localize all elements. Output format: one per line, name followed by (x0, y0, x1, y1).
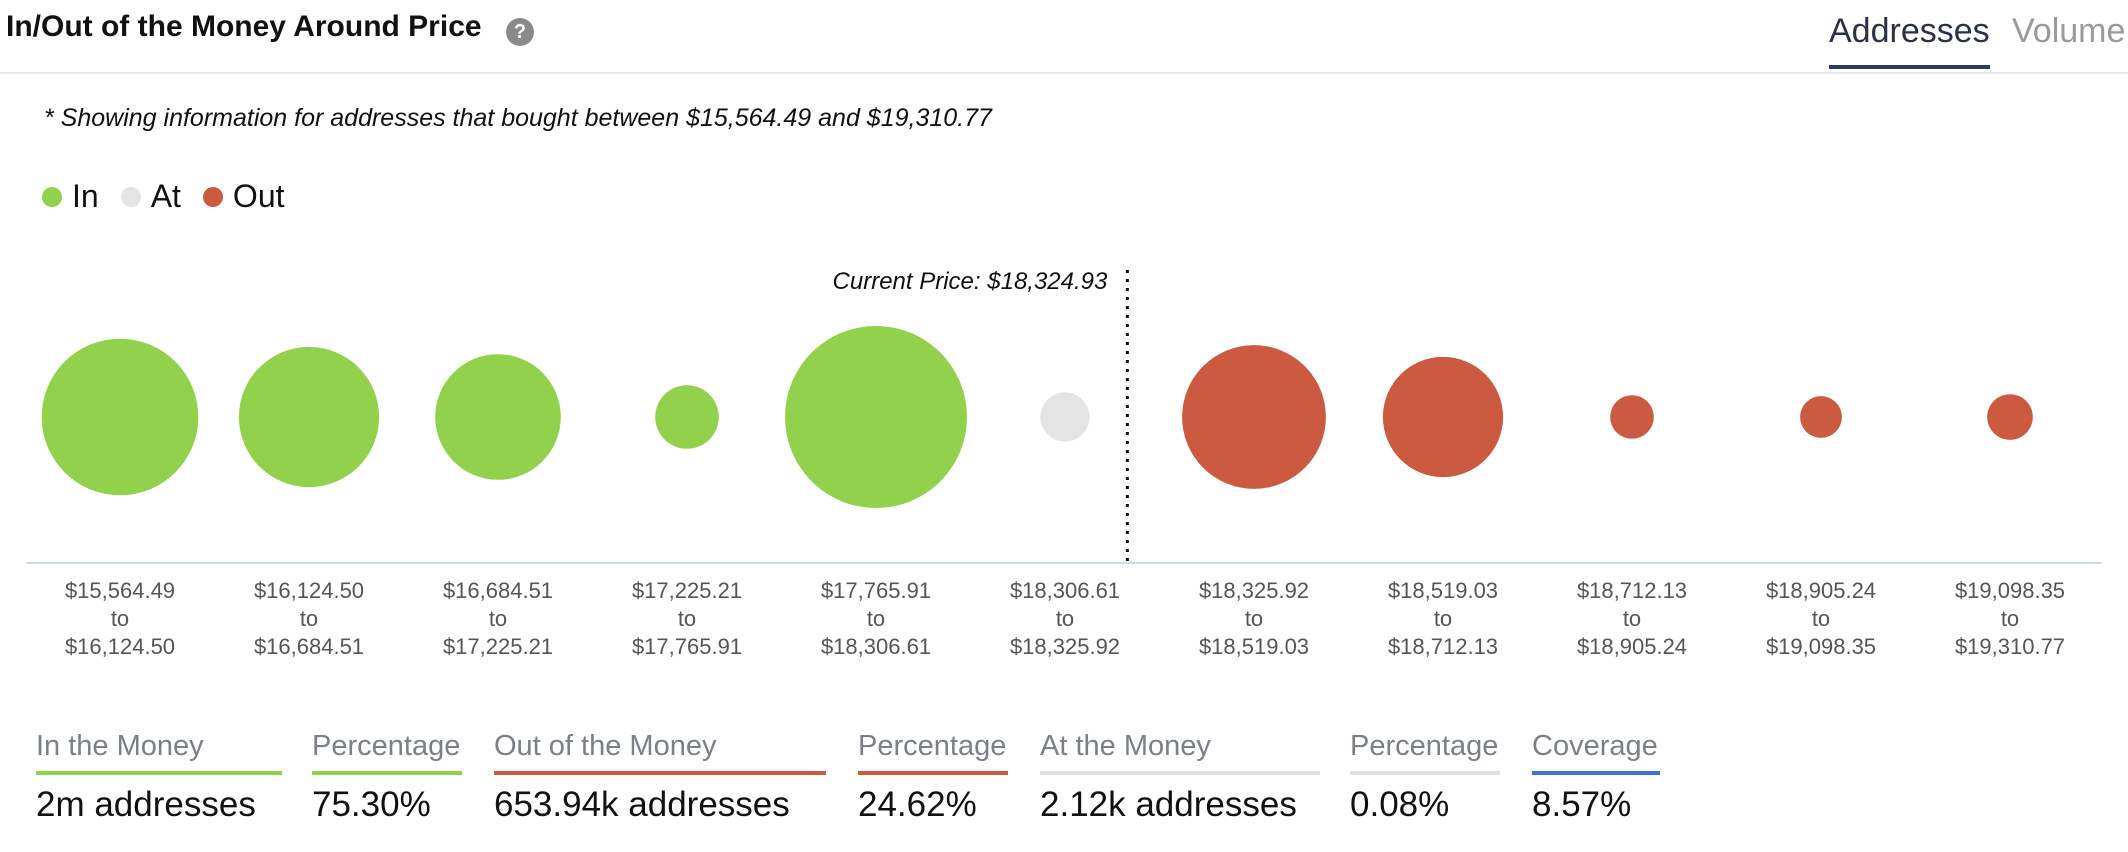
tick-label-6-3: $18,325.92 (1010, 634, 1120, 659)
current-price-label: Current Price: $18,324.93 (833, 268, 1108, 295)
summary-in-percentage: Percentage 75.30% (312, 730, 462, 825)
summary-value-coverage: 8.57% (1532, 785, 1632, 824)
legend-label-at: At (150, 178, 181, 214)
bubble-2[interactable] (238, 346, 380, 488)
summary-label-out-percentage: Percentage (858, 730, 1008, 775)
bubble-11[interactable] (1987, 394, 2033, 440)
legend-dot-out (202, 186, 223, 207)
bubble-5[interactable] (785, 326, 967, 508)
tick-label-5-2: to (867, 606, 885, 631)
summary-value-at-percentage: 0.08% (1350, 785, 1450, 824)
tick-label-7-3: $18,519.03 (1199, 634, 1309, 659)
summary-at-the-money: At the Money 2.12k addresses (1040, 730, 1320, 825)
page-title: In/Out of the Money Around Price (6, 10, 482, 43)
summary-out-of-the-money: Out of the Money 653.94k addresses (494, 730, 826, 825)
summary-label-in-percentage: Percentage (312, 730, 462, 775)
tick-label-8-2: to (1434, 606, 1452, 631)
bubble-10[interactable] (1800, 396, 1842, 438)
tick-label-6-1: $18,306.61 (1010, 578, 1120, 603)
summary-at-percentage: Percentage 0.08% (1350, 730, 1500, 825)
tick-label-11-3: $19,310.77 (1955, 634, 2065, 659)
help-icon[interactable]: ? (506, 18, 534, 46)
tick-label-3-1: $16,684.51 (443, 578, 553, 603)
tick-label-6-2: to (1056, 606, 1074, 631)
legend-dot-in (42, 186, 62, 207)
tick-label-7-1: $18,325.92 (1199, 578, 1309, 603)
tick-label-5-3: $18,306.61 (821, 634, 931, 659)
tab-addresses[interactable]: Addresses (1829, 12, 1990, 69)
bubble-8[interactable] (1382, 356, 1504, 478)
summary-value-out-percentage: 24.62% (858, 785, 977, 824)
tick-label-2-3: $16,684.51 (254, 634, 364, 659)
summary-value-in-the-money: 2m addresses (36, 785, 256, 824)
legend-label-in: In (72, 178, 99, 214)
legend-item-at[interactable]: At (120, 178, 181, 215)
tick-label-8-3: $18,712.13 (1388, 634, 1498, 659)
tab-volume[interactable]: Volume (2012, 12, 2126, 50)
header: In/Out of the Money Around Price ? Addre… (0, 0, 2128, 74)
summary-coverage: Coverage 8.57% (1532, 730, 1660, 825)
tick-label-5-1: $17,765.91 (821, 578, 931, 603)
bubble-6[interactable] (1040, 392, 1090, 442)
bubble-3[interactable] (435, 354, 561, 480)
legend-item-out[interactable]: Out (202, 178, 285, 215)
tick-label-1-2: to (111, 606, 129, 631)
bubble-1[interactable] (41, 338, 199, 496)
tick-label-11-1: $19,098.35 (1955, 578, 2065, 603)
tick-label-9-2: to (1623, 606, 1641, 631)
bubble-4[interactable] (655, 385, 719, 449)
tick-label-10-3: $19,098.35 (1766, 634, 1876, 659)
legend-label-out: Out (232, 178, 285, 214)
range-note: * Showing information for addresses that… (44, 104, 992, 132)
tick-label-9-1: $18,712.13 (1577, 578, 1687, 603)
bubble-7[interactable] (1182, 345, 1326, 489)
bubble-9[interactable] (1610, 395, 1654, 439)
summary-label-at-the-money: At the Money (1040, 730, 1320, 775)
tick-label-2-1: $16,124.50 (254, 578, 364, 603)
tick-label-4-3: $17,765.91 (632, 634, 742, 659)
summary-value-out-of-the-money: 653.94k addresses (494, 785, 790, 824)
tick-label-1-3: $16,124.50 (65, 634, 175, 659)
tick-label-1-1: $15,564.49 (65, 578, 175, 603)
tick-label-7-2: to (1245, 606, 1263, 631)
tick-label-11-2: to (2001, 606, 2019, 631)
legend: In At Out (42, 178, 307, 215)
legend-item-in[interactable]: In (42, 178, 99, 215)
summary-value-in-percentage: 75.30% (312, 785, 431, 824)
tick-label-9-3: $18,905.24 (1577, 634, 1687, 659)
bubble-chart: $15,564.49 to $16,124.50 $16,124.50 to $16,68… (26, 268, 2102, 659)
tick-label-8-1: $18,519.03 (1388, 578, 1498, 603)
tick-label-2-2: to (300, 606, 318, 631)
summary-label-coverage: Coverage (1532, 730, 1660, 775)
tick-label-3-3: $17,225.21 (443, 634, 553, 659)
tick-label-3-2: to (489, 606, 507, 631)
summary-label-in-the-money: In the Money (36, 730, 282, 775)
summary-label-out-of-the-money: Out of the Money (494, 730, 826, 775)
tick-label-4-1: $17,225.21 (632, 578, 742, 603)
summary-value-at-the-money: 2.12k addresses (1040, 785, 1297, 824)
tick-label-10-2: to (1812, 606, 1830, 631)
summary-in-the-money: In the Money 2m addresses (36, 730, 282, 825)
tick-label-10-1: $18,905.24 (1766, 578, 1876, 603)
summary-label-at-percentage: Percentage (1350, 730, 1500, 775)
legend-dot-at (120, 186, 141, 207)
tick-label-4-2: to (678, 606, 696, 631)
summary-out-percentage: Percentage 24.62% (858, 730, 1008, 825)
